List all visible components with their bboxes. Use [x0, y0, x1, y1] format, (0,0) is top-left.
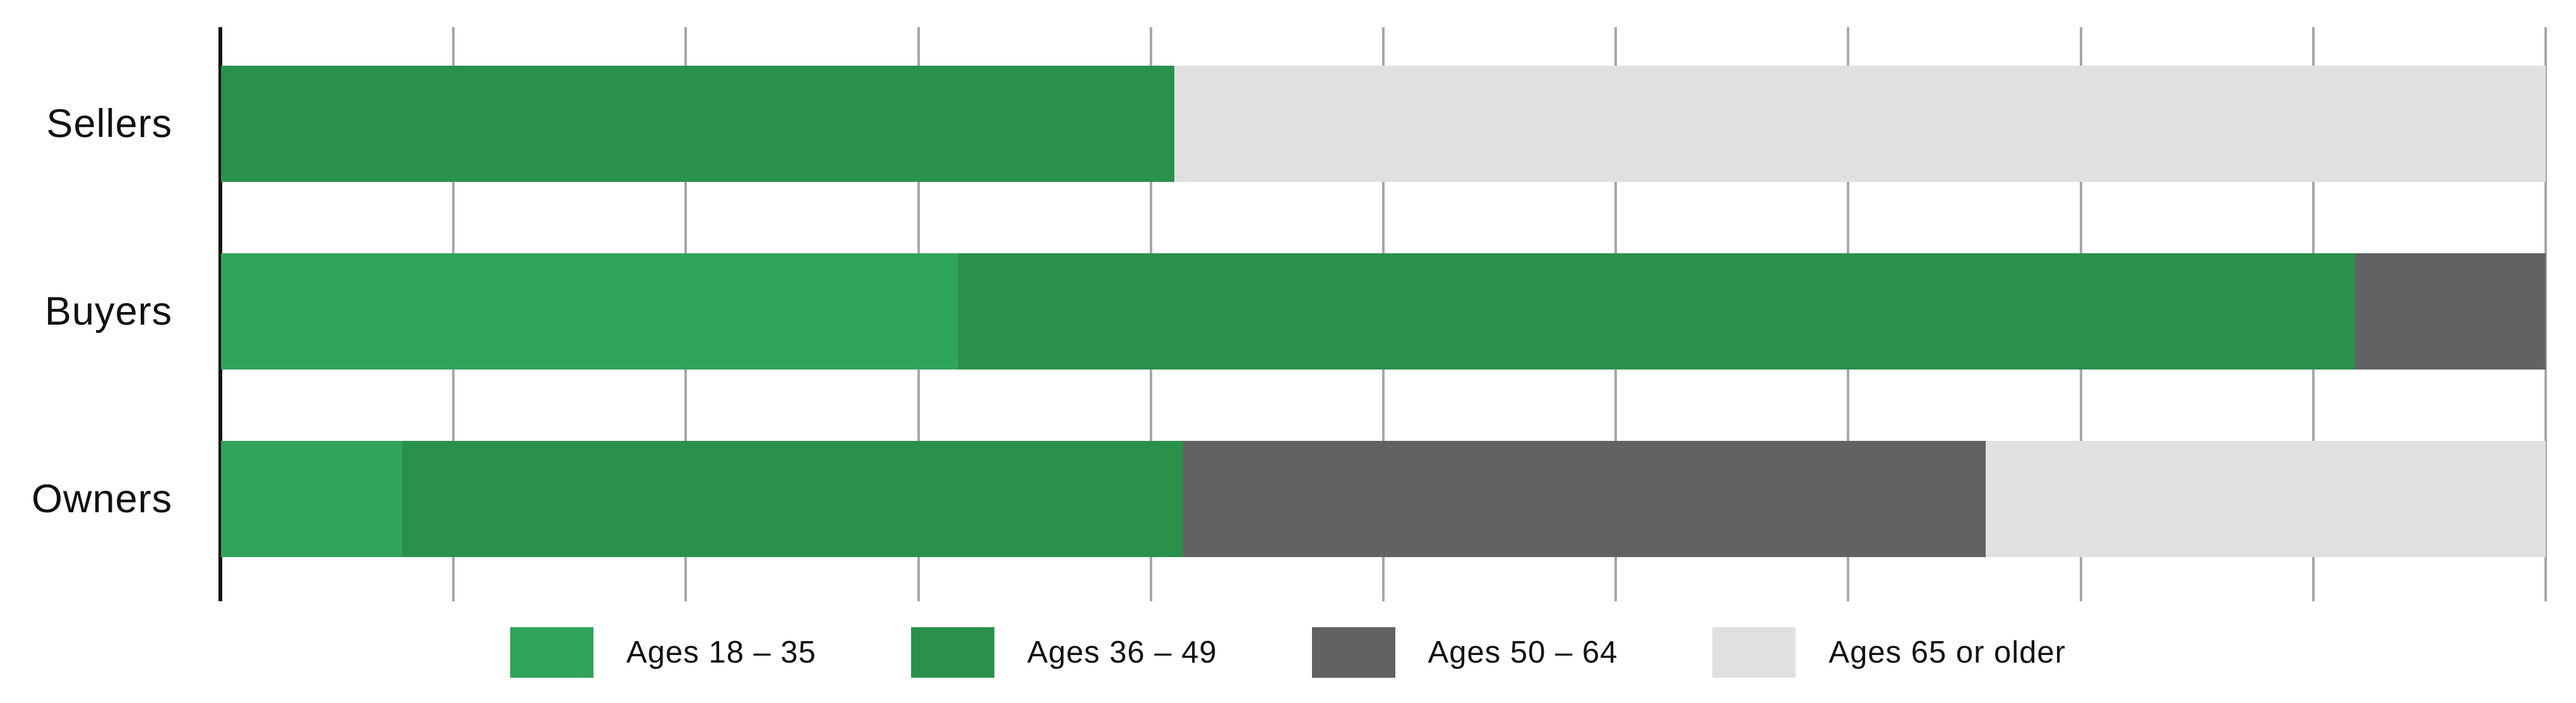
bar-segment [221, 441, 403, 557]
bar-segment [2355, 253, 2546, 370]
legend-swatch [910, 627, 994, 678]
legend-item: Ages 36 – 49 [910, 627, 1217, 678]
legend-swatch [510, 627, 594, 678]
legend-swatch [1311, 627, 1395, 678]
legend: Ages 18 – 35 Ages 36 – 49 Ages 50 – 64 Ages… [0, 622, 2576, 682]
legend-item: Ages 50 – 64 [1311, 627, 1618, 678]
category-label: Sellers [46, 102, 172, 146]
y-axis-line [218, 27, 222, 601]
bar-row-owners [221, 441, 2546, 557]
bar-segment [958, 253, 2356, 370]
legend-label: Ages 18 – 35 [626, 635, 816, 670]
legend-item: Ages 65 or older [1712, 627, 2066, 678]
bar-row-sellers [221, 66, 2546, 182]
bar-row-buyers [221, 253, 2546, 370]
legend-label: Ages 50 – 64 [1428, 635, 1618, 670]
legend-item: Ages 18 – 35 [510, 627, 816, 678]
legend-swatch [1712, 627, 1796, 678]
legend-label: Ages 65 or older [1828, 635, 2066, 670]
plot-area [218, 27, 2547, 601]
category-label: Buyers [44, 289, 172, 333]
bar-segment [1985, 441, 2546, 557]
bar-segment [1183, 441, 1986, 557]
legend-label: Ages 36 – 49 [1027, 635, 1217, 670]
bar-segment [402, 441, 1184, 557]
category-label: Owners [31, 477, 172, 521]
bar-segment [221, 253, 958, 370]
bar-segment [221, 66, 1174, 182]
gridline [2544, 27, 2547, 601]
bar-segment [1174, 66, 2546, 182]
